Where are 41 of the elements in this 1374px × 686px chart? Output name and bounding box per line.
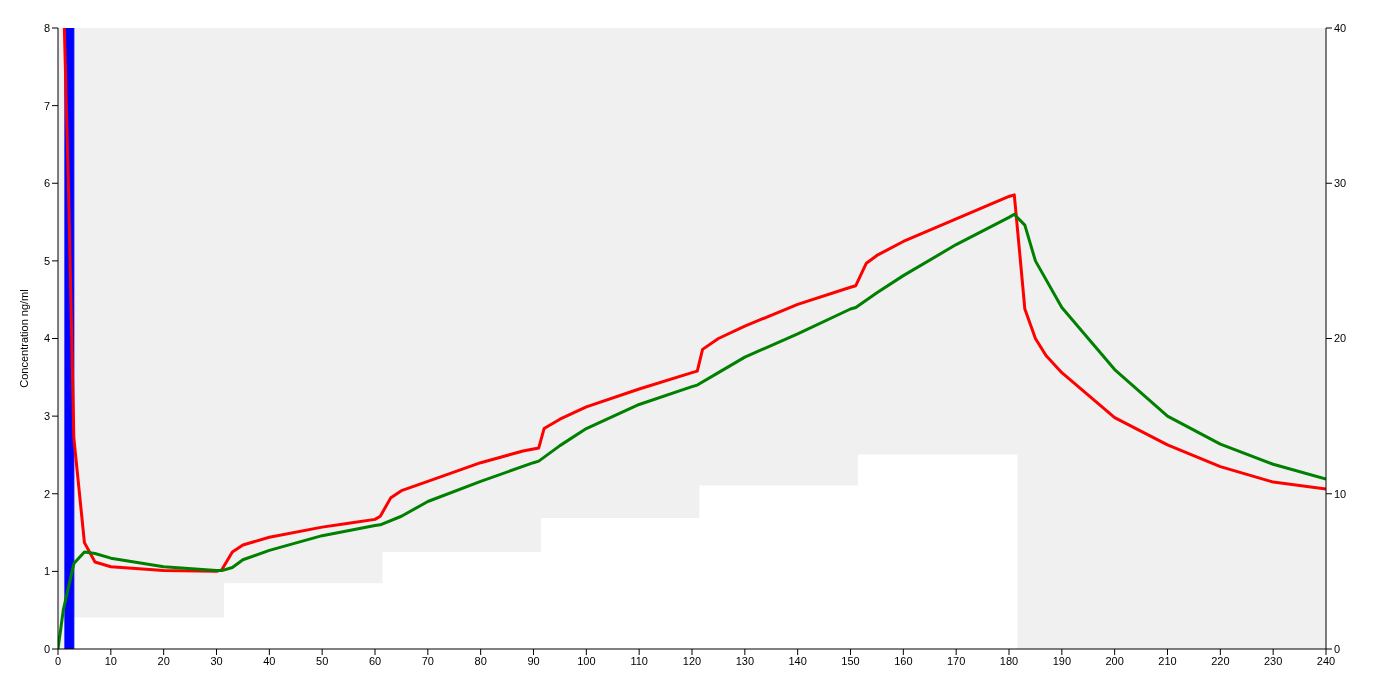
y2-tick-label: 20 bbox=[1334, 332, 1347, 345]
x-tick-label: 50 bbox=[316, 654, 329, 667]
x-tick-label: 140 bbox=[788, 654, 807, 667]
y-tick-label: 3 bbox=[43, 410, 50, 423]
y-tick-label: 2 bbox=[43, 487, 50, 500]
y2-tick-label: 40 bbox=[1334, 21, 1347, 34]
y2-tick-label: 30 bbox=[1334, 177, 1347, 190]
y-axis-title: Concentration ng/ml bbox=[17, 289, 30, 388]
x-tick-label: 200 bbox=[1105, 654, 1124, 667]
x-tick-label: 210 bbox=[1158, 654, 1177, 667]
y-tick-label: 0 bbox=[43, 642, 50, 655]
x-tick-label: 0 bbox=[54, 654, 62, 667]
y-tick-label: 1 bbox=[43, 565, 50, 578]
x-tick-label: 190 bbox=[1052, 654, 1072, 667]
x-tick-label: 40 bbox=[263, 654, 276, 667]
x-tick-label: 30 bbox=[210, 654, 223, 667]
x-tick-label: 160 bbox=[894, 654, 913, 667]
x-tick-label: 150 bbox=[841, 654, 860, 667]
y-tick-label: 4 bbox=[43, 332, 50, 345]
y-tick-label: 8 bbox=[43, 21, 50, 34]
line-series bbox=[62, 28, 1326, 573]
x-tick-label: 20 bbox=[157, 654, 170, 667]
y-tick-label: 5 bbox=[43, 254, 50, 267]
x-tick-label: 100 bbox=[577, 654, 596, 667]
x-tick-label: 10 bbox=[104, 654, 117, 667]
x-tick-label: 170 bbox=[946, 654, 966, 667]
x-tick-label: 120 bbox=[682, 654, 702, 667]
y2-tick-label: 0 bbox=[1334, 642, 1341, 655]
x-tick-label: 90 bbox=[527, 654, 540, 667]
y-tick-label: 7 bbox=[43, 99, 50, 112]
y-tick-label: 6 bbox=[43, 177, 50, 190]
x-tick-label: 60 bbox=[368, 654, 382, 667]
x-tick-label: 230 bbox=[1263, 654, 1283, 667]
x-tick-label: 220 bbox=[1211, 654, 1230, 667]
x-tick-label: 130 bbox=[735, 654, 755, 667]
x-tick-label: 180 bbox=[999, 654, 1019, 667]
x-tick-label: 80 bbox=[474, 654, 487, 667]
y2-tick-label: 10 bbox=[1334, 487, 1347, 500]
x-tick-label: 240 bbox=[1316, 654, 1336, 667]
x-tick-label: 70 bbox=[421, 654, 434, 667]
x-tick-label: 110 bbox=[630, 654, 648, 667]
